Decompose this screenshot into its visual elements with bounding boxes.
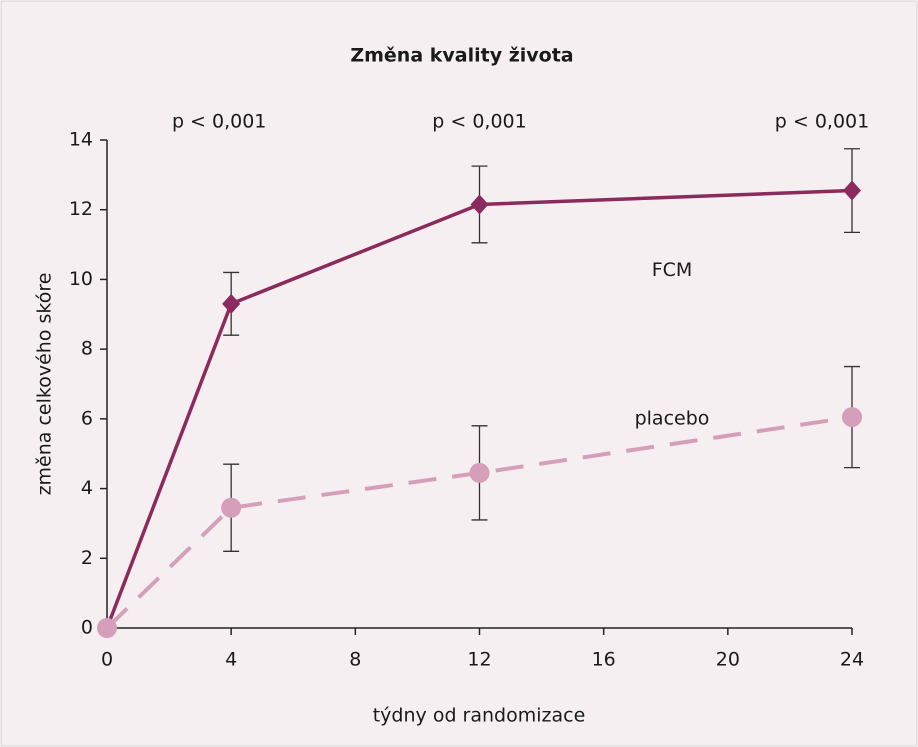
- annotation: p < 0,001: [775, 111, 869, 133]
- y-tick-label: 0: [81, 617, 93, 639]
- y-tick-label: 14: [69, 129, 93, 151]
- chart-title: Změna kvality života: [350, 45, 573, 67]
- marker: [469, 462, 490, 483]
- marker: [97, 618, 117, 638]
- annotation: p < 0,001: [172, 111, 266, 133]
- marker: [222, 293, 241, 314]
- x-axis-label: týdny od randomizace: [373, 705, 586, 727]
- x-tick-label: 20: [716, 649, 740, 671]
- marker: [470, 194, 489, 215]
- marker: [842, 407, 862, 428]
- x-tick-label: 16: [592, 649, 616, 671]
- series-label: FCM: [652, 259, 693, 281]
- x-tick-label: 4: [225, 649, 237, 671]
- x-tick-label: 0: [101, 649, 113, 671]
- x-tick-label: 24: [840, 649, 864, 671]
- series-line: [105, 188, 853, 629]
- y-tick-label: 8: [81, 338, 93, 360]
- y-tick-label: 2: [81, 547, 93, 569]
- marker: [221, 497, 242, 518]
- y-axis-label: změna celkového skóre: [34, 273, 56, 496]
- x-tick-label: 8: [349, 649, 361, 671]
- x-tick-label: 12: [467, 649, 491, 671]
- y-tick-label: 4: [81, 477, 93, 499]
- annotation: p < 0,001: [432, 111, 526, 133]
- series-label: placebo: [635, 408, 710, 430]
- y-tick-label: 10: [69, 268, 93, 290]
- y-tick-label: 6: [81, 407, 93, 429]
- marker: [843, 180, 861, 201]
- y-tick-label: 12: [69, 198, 93, 220]
